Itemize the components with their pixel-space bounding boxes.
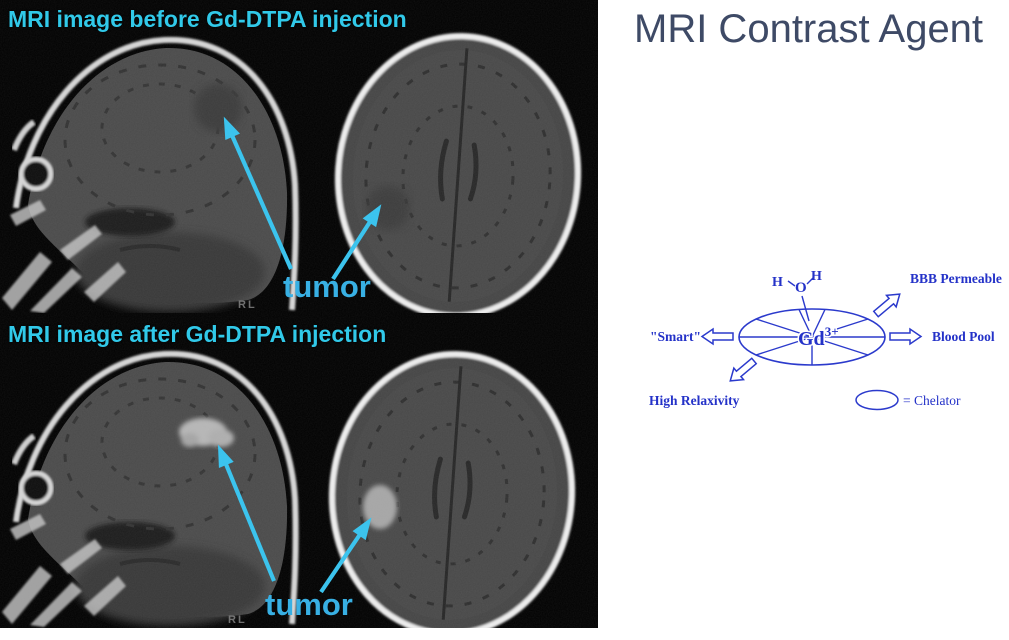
chelator-legend-ellipse — [855, 389, 899, 411]
mri-caption-after: MRI image after Gd-DTPA injection — [8, 321, 387, 347]
chelator-legend: = Chelator — [855, 389, 961, 411]
gd-ion-label: Gd3+ — [798, 324, 839, 350]
gd-charge: 3+ — [825, 324, 839, 339]
water-o: O — [795, 280, 807, 296]
label-chelator-legend: = Chelator — [903, 393, 961, 408]
arrow-bbb-permeable — [870, 287, 906, 321]
water-molecule: H O H — [772, 269, 822, 322]
water-h-left: H — [772, 275, 783, 290]
label-bbb-permeable: BBB Permeable — [910, 271, 1002, 286]
water-h-right: H — [811, 269, 822, 284]
tumor-label-before: tumor — [283, 269, 371, 304]
scanner-orientation-mark-before: RL — [238, 299, 257, 311]
gd-symbol: Gd — [798, 328, 825, 350]
arrow-smart — [701, 328, 734, 345]
arrow-blood-pool — [889, 328, 922, 345]
arrow-high-relaxivity — [724, 354, 760, 388]
mri-art — [0, 0, 598, 628]
scanner-orientation-mark-after: RL — [228, 614, 247, 626]
label-blood-pool: Blood Pool — [932, 329, 995, 344]
label-smart: "Smart" — [650, 329, 701, 344]
tumor-label-after: tumor — [265, 587, 353, 622]
label-high-relaxivity: High Relaxivity — [649, 393, 740, 408]
chelator-spokes — [739, 309, 885, 365]
gd-diagram: H O H Gd3+ "Smart" BBB Permeable Blood P… — [649, 269, 1002, 411]
film-grain-texture — [0, 0, 598, 628]
page-title: MRI Contrast Agent — [634, 6, 984, 51]
mri-figure: MRI image before Gd-DTPA injection MRI i… — [0, 0, 598, 628]
mri-caption-before: MRI image before Gd-DTPA injection — [8, 6, 407, 32]
